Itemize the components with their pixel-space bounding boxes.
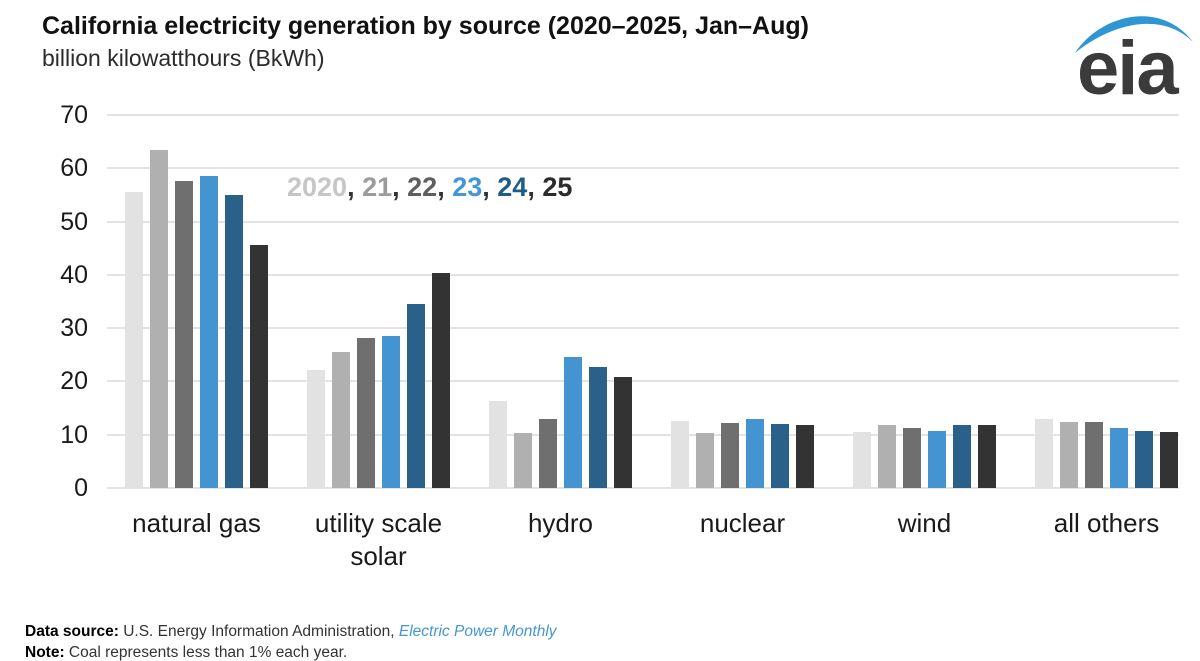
gridline-50 [107,220,1179,223]
chart-title: California electricity generation by sou… [42,12,809,40]
y-axis-label-30: 30 [60,314,88,343]
gridline-0 [107,487,1179,489]
eia-logo: eia [1072,12,1196,111]
data-source-line: Data source: U.S. Energy Information Adm… [25,621,557,642]
bar-hydro-21 [514,433,532,488]
legend-year-24: 24 [497,172,528,202]
gridline-60 [107,167,1179,170]
eia-logo-text: eia [1077,26,1179,111]
bar-hydro-23 [564,357,582,488]
y-axis-label-0: 0 [74,474,88,502]
gridline-40 [107,273,1179,276]
bar-utility-scale-solar-23 [382,336,400,488]
bar-group-wind [853,115,996,488]
bar-utility-scale-solar-25 [432,273,450,488]
chart-legend: 2020, 21, 22, 23, 24, 25 [287,172,572,203]
bar-wind-23 [928,431,946,488]
bar-chart: 0 10 20 30 40 50 60 70 natural gas utility scale … [60,101,1179,571]
bar-group-nuclear [671,115,814,488]
bar-utility-scale-solar-24 [407,304,425,488]
bar-group-hydro [489,115,632,488]
y-axis-label-50: 50 [60,207,88,236]
y-axis-label-70: 70 [60,101,88,129]
bar-wind-22 [903,428,921,488]
note-text: Coal represents less than 1% each year. [64,644,348,661]
x-axis-label-wind: wind [897,508,952,538]
bar-wind-2020 [853,432,871,488]
bar-utility-scale-solar-21 [332,352,350,488]
bar-group-natural-gas [125,115,268,488]
bar-all-others-24 [1135,431,1153,488]
bar-hydro-22 [539,419,557,488]
note-label: Note: [25,644,65,661]
bar-wind-24 [953,425,971,488]
bar-natural-gas-25 [250,245,268,488]
bar-natural-gas-22 [175,181,193,488]
bar-natural-gas-21 [150,150,168,488]
eia-logo-icon: eia [1075,16,1193,111]
bar-nuclear-22 [721,423,739,488]
bar-group-all-others [1035,115,1178,488]
legend-year-23: 23 [452,172,483,202]
bar-wind-25 [978,425,996,488]
bar-natural-gas-24 [225,195,243,488]
bar-group-utility-scale-solar [307,115,450,488]
eia-swoosh-icon [1075,16,1193,53]
bar-hydro-24 [589,367,607,488]
y-axis-label-10: 10 [60,420,88,449]
y-axis-label-20: 20 [60,367,88,396]
bar-hydro-2020 [489,401,507,488]
bar-wind-21 [878,425,896,488]
bar-all-others-22 [1085,422,1103,488]
bar-nuclear-2020 [671,421,689,488]
y-axis-label-40: 40 [60,260,88,289]
data-source-label: Data source: [25,623,119,640]
legend-separator: , [437,172,453,202]
gridline-70 [107,114,1179,116]
bar-nuclear-24 [771,424,789,488]
x-axis-label-all-others: all others [1053,508,1160,538]
bar-utility-scale-solar-2020 [307,370,325,488]
bar-all-others-21 [1060,422,1078,488]
note-line: Note: Coal represents less than 1% each … [25,642,557,661]
bar-all-others-23 [1110,428,1128,488]
bar-nuclear-21 [696,433,714,488]
bar-natural-gas-2020 [125,192,143,488]
gridline-10 [107,433,1179,436]
bar-all-others-2020 [1035,419,1053,488]
legend-separator: , [527,172,543,202]
legend-year-25: 25 [542,172,573,202]
bar-natural-gas-23 [200,176,218,488]
chart-footer: Data source: U.S. Energy Information Adm… [25,621,557,661]
legend-separator: , [392,172,408,202]
y-axis-label-60: 60 [60,154,88,183]
legend-year-21: 21 [362,172,393,202]
x-axis-label-nuclear: nuclear [699,508,786,538]
gridline-20 [107,380,1179,383]
legend-year-2020: 2020 [287,172,348,202]
bar-all-others-25 [1160,432,1178,488]
legend-separator: , [482,172,498,202]
legend-separator: , [347,172,363,202]
chart-subtitle: billion kilowatthours (BkWh) [42,45,325,71]
x-axis-label-utility-scale-solar: utility scale solar [314,508,443,571]
bar-hydro-25 [614,377,632,488]
bar-nuclear-25 [796,425,814,488]
legend-year-22: 22 [407,172,438,202]
data-source-text: U.S. Energy Information Administration, [118,623,399,640]
gridline-30 [107,327,1179,330]
x-axis-label-hydro: hydro [527,508,594,538]
bar-utility-scale-solar-22 [357,338,375,488]
x-axis-label-natural-gas: natural gas [132,508,261,538]
bar-nuclear-23 [746,419,764,488]
source-link[interactable]: Electric Power Monthly [398,623,557,640]
